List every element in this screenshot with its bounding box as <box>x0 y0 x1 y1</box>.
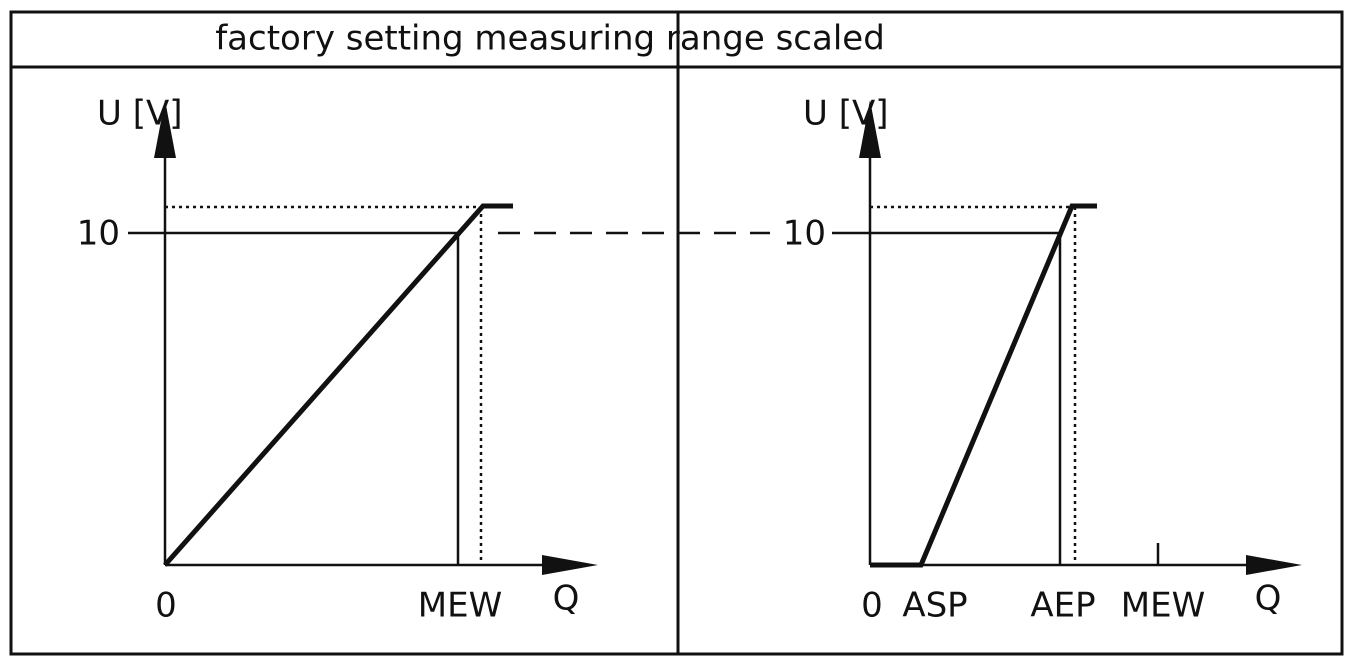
x-axis-label: Q <box>1255 579 1282 619</box>
x-arrow <box>542 555 598 575</box>
x-label: 0 <box>155 586 177 626</box>
y-arrow <box>859 100 881 158</box>
left-panel: U [V] 10 0 MEW Q <box>77 94 598 626</box>
y-axis-label: U [V] <box>97 94 182 134</box>
x-label: MEW <box>418 586 502 626</box>
header-title: factory setting measuring range scaled <box>215 19 885 59</box>
y-arrow <box>154 100 176 158</box>
x-label: MEW <box>1121 586 1205 626</box>
output-curve <box>163 203 513 567</box>
y-tick-label: 10 <box>783 214 826 254</box>
x-label: ASP <box>902 586 967 626</box>
x-label: 0 <box>861 586 883 626</box>
right-panel: U [V] 10 0 ASP AEP MEW Q <box>783 94 1302 626</box>
x-label: AEP <box>1030 586 1095 626</box>
x-axis-label: Q <box>553 579 580 619</box>
output-curve <box>870 203 1097 568</box>
y-tick-label: 10 <box>77 214 120 254</box>
x-arrow <box>1246 555 1302 575</box>
y-axis-label: U [V] <box>803 94 888 134</box>
